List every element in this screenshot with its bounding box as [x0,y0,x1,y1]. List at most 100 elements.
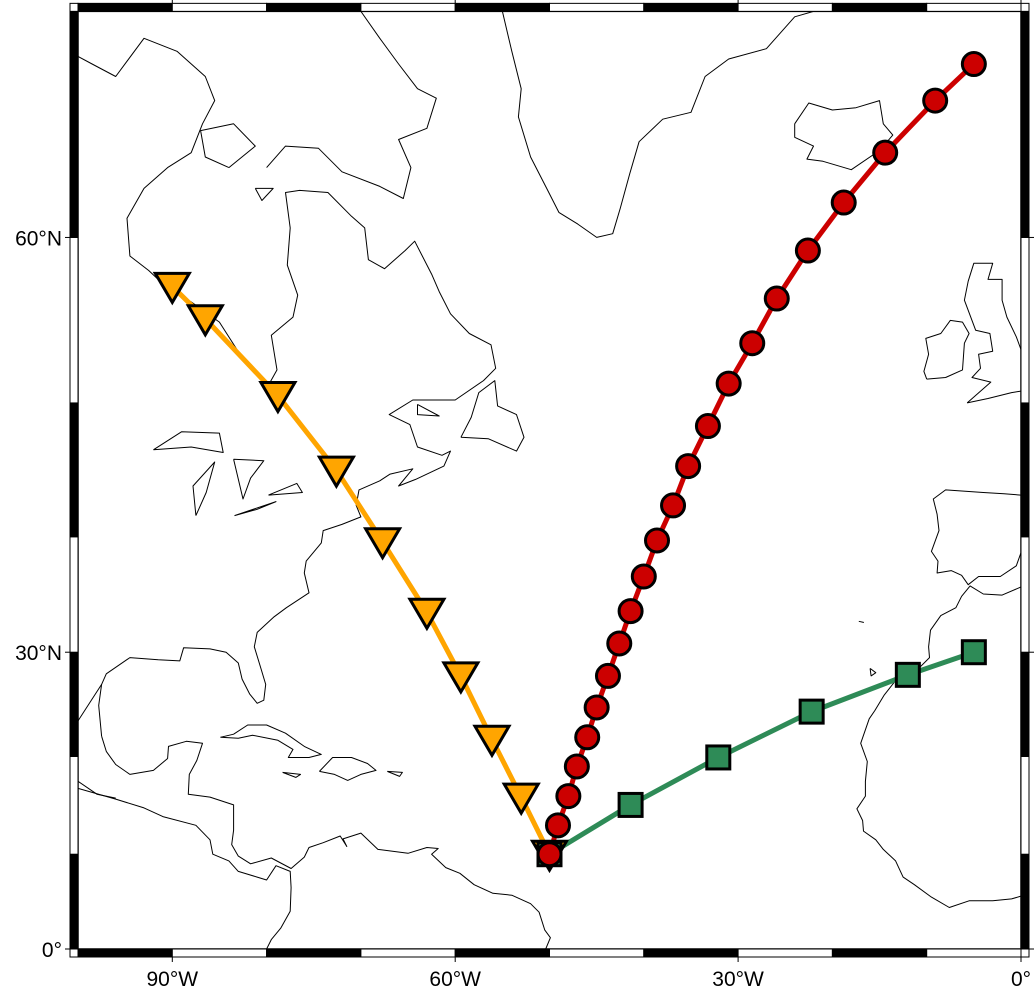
inverted-triangle-marker [185,304,225,338]
frame-segment-right [1020,10,1030,238]
square-marker [960,639,987,666]
frame-segment-left [69,853,79,950]
coastline [78,780,116,799]
circle-marker [739,330,766,357]
frame-segment-left [69,402,79,538]
coastline [192,461,216,516]
circle-marker [715,370,742,397]
coastlines [78,11,1021,950]
frame-corner [69,2,79,12]
square-marker [617,791,644,818]
frame-segment-right [1020,402,1030,538]
circle-marker [536,841,563,868]
coastline [963,262,1021,404]
frame-segment-top [454,2,551,12]
x-tick-label: 30°W [712,968,764,989]
circle-marker [544,812,571,839]
coastline [98,684,103,737]
frame-segment-top [643,2,739,12]
x-tick-label: 90°W [147,968,199,989]
inverted-triangle-marker [501,782,541,817]
circle-marker [555,783,582,810]
frame-segment-top [77,2,173,12]
track-markers-inverted-triangle [152,271,570,874]
frame-segment-left [69,651,79,757]
circle-marker [563,753,590,780]
coastline [220,724,322,758]
circle-marker [660,492,687,519]
frame-segment-bottom [266,948,362,958]
frame-segment-right [1020,651,1030,757]
circle-marker [872,139,899,166]
circle-marker [574,724,601,751]
circle-marker [594,662,621,689]
frame-segment-left [69,10,79,238]
frame-segment-top [549,2,645,12]
circle-marker [675,453,702,480]
track-line [547,61,977,857]
frame-segment-top [171,2,268,12]
frame-segment-right [1020,536,1030,653]
circle-marker [694,413,721,440]
frame-segment-right [1020,236,1030,404]
x-tick-label: 60°W [429,968,481,989]
frame-segment-left [69,755,79,855]
coastline [153,431,224,453]
coastline [101,736,551,950]
inverted-triangle-marker [472,724,512,759]
frame-segment-bottom [737,948,833,958]
circle-marker [644,527,671,554]
coastline [319,757,377,781]
y-tick-label: 30°N [15,642,62,665]
frame-segment-bottom [454,948,551,958]
coastline [78,11,437,199]
frame-corner [1020,2,1030,12]
coastline [923,319,970,380]
circle-marker [960,51,987,78]
frame-segment-bottom [831,948,928,958]
inverted-triangle-marker [362,527,403,561]
track-circle [547,61,977,857]
y-tick-label: 0° [42,939,62,962]
coastline [930,489,1021,586]
coastline [200,123,256,169]
coastline [856,585,1021,908]
frame-corner [69,948,79,958]
frame-segment-right [1020,853,1030,950]
frame-segment-top [737,2,833,12]
coastline [254,187,274,201]
frame-segment-left [69,536,79,653]
track-inverted-triangle [169,283,552,857]
frame-segment-top [926,2,1022,12]
coastline [967,390,1021,404]
frame-segment-top [831,2,928,12]
track-line [169,283,552,857]
map-frame [69,2,1030,958]
inverted-triangle-marker [152,271,192,306]
frame-segment-top [360,2,456,12]
frame-segment-right [1020,755,1030,855]
inverted-triangle-marker [441,661,481,695]
circle-marker [763,285,790,312]
frame-segment-top [266,2,362,12]
inverted-triangle-marker [407,597,447,632]
coastline [869,668,877,677]
circle-marker [922,87,949,114]
frame-segment-bottom [171,948,268,958]
x-tick-label: 0° [1011,968,1031,989]
frame-segment-bottom [549,948,645,958]
square-marker [798,698,825,725]
circle-marker [617,598,644,625]
coastline [268,482,303,496]
frame-segment-bottom [360,948,456,958]
coastline [436,11,814,238]
circle-marker [630,563,657,590]
circle-marker [794,237,821,264]
coastline [78,787,292,950]
coastline [387,770,403,777]
axis-labels: 90°W 60°W 30°W 0° 0° 30°N 60°N [15,0,1034,989]
circle-marker [606,630,633,657]
frame-segment-bottom [643,948,739,958]
y-tick-label: 60°N [15,227,62,250]
